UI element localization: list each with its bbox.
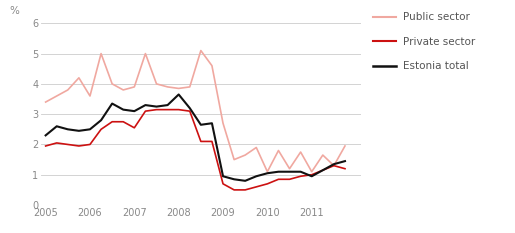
Legend: Public sector, Private sector, Estonia total: Public sector, Private sector, Estonia t…	[373, 12, 475, 71]
Text: %: %	[9, 6, 19, 16]
